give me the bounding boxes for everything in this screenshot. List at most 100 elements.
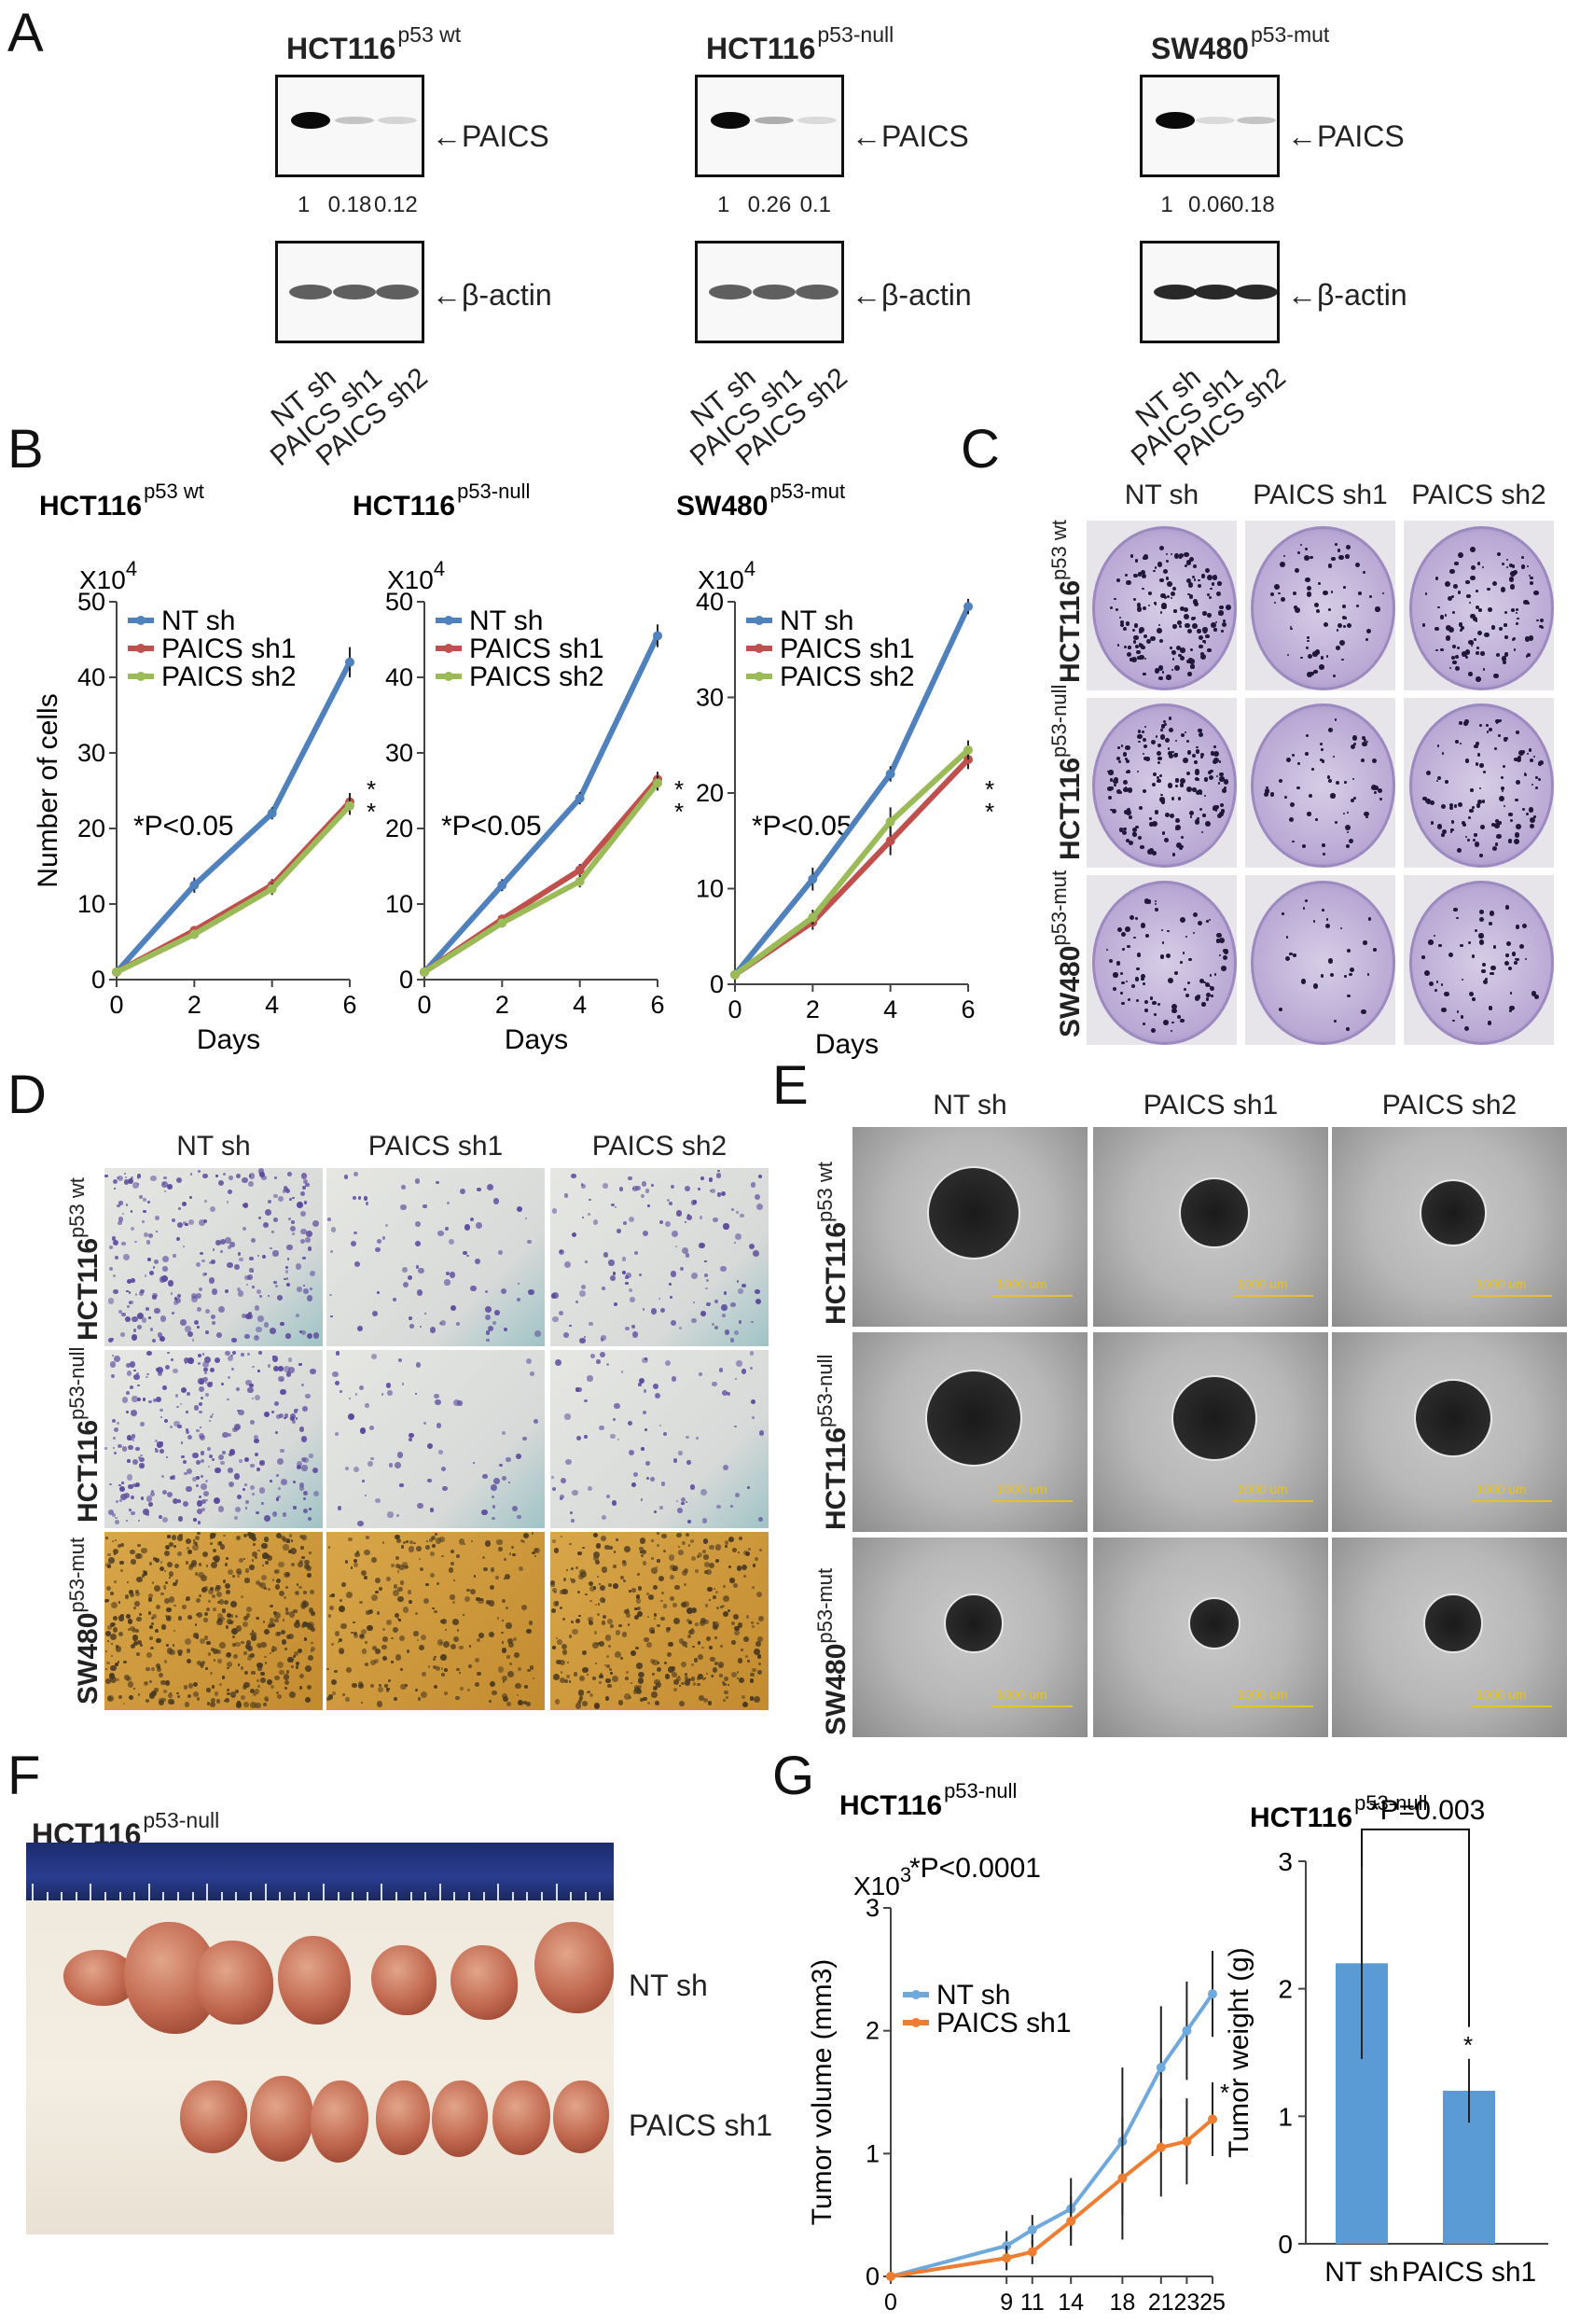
colony [1475,605,1479,609]
invaded-cell [482,1556,486,1560]
invaded-cell [654,1617,657,1621]
colony [1195,749,1200,754]
colony [1516,841,1518,843]
series-line-2 [423,781,660,975]
colony [1211,582,1215,586]
invaded-cell [162,1489,168,1495]
invaded-cell [748,1548,751,1551]
invaded-cell [514,1651,520,1658]
invaded-cell [284,1278,286,1281]
invaded-cell [107,1695,112,1701]
series-line-0 [114,661,353,974]
colony [1528,748,1532,752]
invaded-cell [142,1398,146,1401]
colony [1342,615,1347,620]
invaded-cell [215,1175,218,1177]
colony [1212,805,1218,812]
y-tick-label: 3 [866,1894,880,1922]
invaded-cell [691,1663,695,1666]
invaded-cell [595,1543,602,1549]
invaded-cell [221,1676,226,1680]
invaded-cell [304,1665,312,1672]
panel-f-title-sup: p53-null [143,1808,220,1832]
invaded-cell [219,1599,225,1605]
invaded-cell [112,1615,118,1621]
invaded-cell [497,1547,503,1552]
colony [1467,815,1472,819]
colony [1113,986,1117,992]
invaded-cell [130,1176,134,1180]
legend-label-0: NT sh [780,605,853,636]
colony [1161,831,1165,835]
invaded-cell [177,1616,183,1621]
colony [1154,603,1157,606]
invaded-cell [132,1482,137,1488]
colony [1130,554,1133,558]
colony [1312,920,1316,924]
invaded-cell [375,1590,379,1594]
invaded-cell [729,1338,734,1343]
blot-title-sup: p53 wt [397,22,462,47]
invaded-cell [186,1547,189,1551]
sig-mark: * [985,775,994,803]
colony [1150,1028,1156,1033]
invaded-cell [166,1184,173,1190]
invaded-cell [125,1519,129,1523]
colony [1168,727,1174,733]
invaded-cell [722,1605,726,1608]
invaded-cell [187,1468,192,1474]
invaded-cell [732,1613,739,1621]
invaded-cell [205,1607,210,1612]
invaded-cell [163,1418,168,1423]
invaded-cell [433,1655,437,1659]
row-label-sup: p53 wt [65,1177,89,1238]
colony [1330,793,1336,799]
colony [1513,961,1518,965]
invaded-cell [625,1281,629,1286]
ruler-tick [468,1892,470,1900]
invaded-cell [387,1390,394,1396]
invaded-cell [203,1199,208,1204]
invaded-cell [143,1209,146,1214]
invaded-cell [305,1393,311,1399]
colony [1497,734,1501,738]
colony [1478,786,1482,790]
invaded-cell [642,1561,647,1566]
invaded-cell [533,1677,535,1680]
colony [1539,624,1543,629]
invaded-cell [687,1544,690,1547]
invaded-cell [258,1351,262,1355]
invaded-cell [154,1688,159,1692]
invaded-cell [201,1259,205,1263]
colony [1198,732,1203,737]
colony [1205,993,1211,998]
invaded-cell [756,1621,759,1625]
colony [1223,786,1227,790]
row-label-name: SW480 [1055,945,1086,1037]
invaded-cell [502,1641,505,1644]
colony [1435,648,1438,652]
chart-title-text: HCT116 [839,1790,942,1821]
invaded-cell [600,1596,605,1603]
invaded-cell [261,1542,269,1550]
invaded-cell [163,1587,167,1591]
invaded-cell [363,1576,368,1580]
legend-label-0: NT sh [469,605,543,636]
colony [1194,760,1198,764]
actin-label-1: ←β-actin [852,278,972,312]
invaded-cell [358,1681,363,1687]
invaded-cell [118,1615,125,1621]
invaded-cell [216,1592,223,1598]
data-point [886,2272,895,2281]
invaded-cell [737,1658,743,1663]
colony [1294,607,1300,614]
x-tick-label: 23 [1173,2289,1199,2316]
colony [1109,777,1114,782]
invaded-cell [151,1613,157,1619]
invaded-cell [611,1499,617,1506]
colony [1111,808,1116,814]
invaded-cell [434,1609,437,1614]
colony [1200,654,1206,660]
invaded-cell [126,1370,132,1376]
colony [1160,800,1166,805]
